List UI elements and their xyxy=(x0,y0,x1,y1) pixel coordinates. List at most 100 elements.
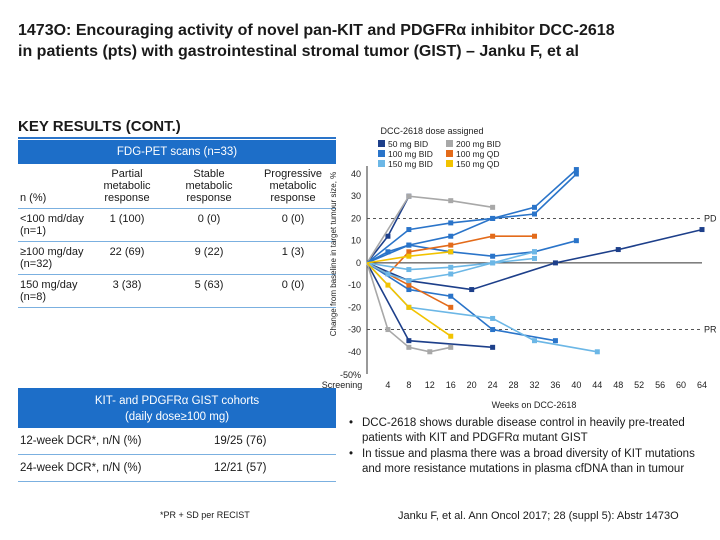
x-axis-label: Weeks on DCC-2618 xyxy=(492,400,577,410)
series-line xyxy=(366,195,410,264)
x-tick-label: 52 xyxy=(634,380,644,390)
legend-label: 200 mg BID xyxy=(456,139,501,149)
pet-table: n (%) Partial metabolic response Stable … xyxy=(18,164,336,308)
data-point xyxy=(385,282,391,288)
x-tick-label: 36 xyxy=(550,380,560,390)
data-point xyxy=(406,242,412,248)
x-tick-label: 12 xyxy=(425,380,435,390)
cell-stable: 9 (22) xyxy=(168,241,250,275)
data-point xyxy=(406,287,412,293)
pet-table-header: FDG-PET scans (n=33) xyxy=(18,140,336,164)
legend-swatch xyxy=(378,140,385,147)
data-point xyxy=(490,260,496,266)
x-tick-label: 4 xyxy=(385,380,390,390)
data-point xyxy=(490,344,496,350)
table-row: ≥100 mg/day (n=32) 22 (69) 9 (22) 1 (3) xyxy=(18,241,336,275)
cell-partial: 3 (38) xyxy=(86,274,168,308)
data-point xyxy=(448,293,454,299)
table-row: 12-week DCR*, n/N (%) 19/25 (76) xyxy=(18,428,336,455)
x-tick-label: 60 xyxy=(676,380,686,390)
bullet-item: DCC-2618 shows durable disease control i… xyxy=(346,416,716,446)
data-point xyxy=(615,247,621,253)
legend-label: 150 mg BID xyxy=(388,159,433,169)
kit-table: 12-week DCR*, n/N (%) 19/25 (76) 24-week… xyxy=(18,428,336,482)
data-point xyxy=(490,215,496,221)
data-point xyxy=(552,338,558,344)
series-line xyxy=(366,262,452,309)
data-point xyxy=(406,304,412,310)
data-point xyxy=(490,315,496,321)
legend-swatch xyxy=(378,160,385,167)
data-point xyxy=(406,227,412,233)
data-point xyxy=(573,171,579,177)
kit-row-value: 19/25 (76) xyxy=(212,428,336,455)
series-line xyxy=(366,173,577,264)
data-point xyxy=(552,260,558,266)
data-point xyxy=(448,344,454,350)
pet-col-n: n (%) xyxy=(18,164,86,209)
data-point xyxy=(406,267,412,273)
legend-swatch xyxy=(446,150,453,157)
data-point xyxy=(469,287,475,293)
pet-col-progressive: Progressive metabolic response xyxy=(250,164,336,209)
y-tick-label: 10 xyxy=(351,236,361,246)
legend-swatch xyxy=(446,140,453,147)
cell-progressive: 0 (0) xyxy=(250,274,336,308)
y-tick-label: -10 xyxy=(348,280,361,290)
row-label: ≥100 mg/day (n=32) xyxy=(18,241,86,275)
section-rule xyxy=(18,137,336,139)
data-point xyxy=(406,278,412,284)
data-point xyxy=(385,271,391,277)
cell-partial: 1 (100) xyxy=(86,208,168,242)
kit-row-label: 24-week DCR*, n/N (%) xyxy=(18,454,212,482)
x-tick-label: 32 xyxy=(529,380,539,390)
data-point xyxy=(385,327,391,333)
data-point xyxy=(406,282,412,288)
x-tick-label: 44 xyxy=(592,380,602,390)
data-point xyxy=(406,193,412,199)
data-point xyxy=(406,278,412,284)
series-line xyxy=(366,262,451,353)
legend-swatch xyxy=(446,160,453,167)
series-line xyxy=(366,228,703,291)
y-tick-label: -20 xyxy=(348,302,361,312)
x-tick-label: 56 xyxy=(655,380,665,390)
x-tick-label: 16 xyxy=(446,380,456,390)
data-point xyxy=(448,198,454,204)
footnote: *PR + SD per RECIST xyxy=(160,510,250,520)
y-tick-label: 20 xyxy=(351,213,361,223)
legend-title: DCC-2618 dose assigned xyxy=(380,126,483,136)
row-label: <100 md/day (n=1) xyxy=(18,208,86,242)
cell-progressive: 1 (3) xyxy=(250,241,336,275)
data-point xyxy=(427,349,433,355)
x-tick-label: 8 xyxy=(406,380,411,390)
reference-line-label: PR xyxy=(704,325,717,335)
series-line xyxy=(366,257,535,271)
series-line xyxy=(366,251,451,264)
data-point xyxy=(448,271,454,277)
legend-swatch xyxy=(378,150,385,157)
cell-progressive: 0 (0) xyxy=(250,208,336,242)
cell-stable: 5 (63) xyxy=(168,274,250,308)
data-point xyxy=(385,249,391,255)
legend-label: 50 mg BID xyxy=(388,139,428,149)
x-tick-label: 48 xyxy=(613,380,623,390)
data-point xyxy=(532,249,537,255)
kit-header-line1: KIT- and PDGFRα GIST cohorts xyxy=(94,395,260,407)
data-point xyxy=(490,327,496,333)
series-line xyxy=(366,235,535,275)
table-row: <100 md/day (n=1) 1 (100) 0 (0) 0 (0) xyxy=(18,208,336,242)
series-line xyxy=(366,262,598,353)
kit-row-value: 12/21 (57) xyxy=(212,454,336,482)
y-tick-label: -40 xyxy=(348,347,361,357)
data-point xyxy=(448,233,454,239)
series-line xyxy=(366,262,452,337)
y-tick-label: 0 xyxy=(356,258,361,268)
data-point xyxy=(448,304,454,310)
data-point xyxy=(406,253,412,259)
citation: Janku F, et al. Ann Oncol 2017; 28 (supp… xyxy=(398,510,679,522)
series-line xyxy=(366,169,577,264)
table-row: 24-week DCR*, n/N (%) 12/21 (57) xyxy=(18,454,336,482)
data-point xyxy=(573,238,579,244)
row-label: 150 mg/day (n=8) xyxy=(18,274,86,308)
